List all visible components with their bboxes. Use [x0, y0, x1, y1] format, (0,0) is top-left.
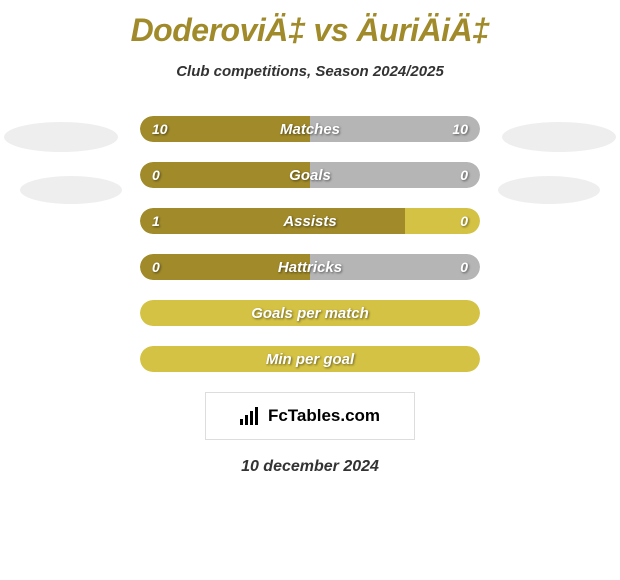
stat-row: Min per goal: [140, 346, 480, 372]
stat-value-right: 10: [452, 121, 468, 137]
stat-row: Goals0 0: [140, 162, 480, 188]
stat-value-right: 0: [460, 259, 468, 275]
page-subtitle: Club competitions, Season 2024/2025: [0, 63, 620, 80]
stat-row: Assists1 0: [140, 208, 480, 234]
stat-label: Hattricks: [140, 259, 480, 276]
page-title: DoderoviÄ‡ vs ÄuriÄiÄ‡: [0, 0, 620, 49]
stat-label: Assists: [140, 213, 480, 230]
stat-value-left: 0: [152, 167, 160, 183]
stat-label: Goals per match: [140, 305, 480, 322]
stat-value-right: 0: [460, 167, 468, 183]
stat-value-left: 10: [152, 121, 168, 137]
stat-value-right: 0: [460, 213, 468, 229]
stat-value-left: 0: [152, 259, 160, 275]
stat-row: Goals per match: [140, 300, 480, 326]
stat-label: Goals: [140, 167, 480, 184]
chart-icon: [240, 407, 262, 425]
date-text: 10 december 2024: [0, 458, 620, 476]
stat-label: Min per goal: [140, 351, 480, 368]
stat-row: Hattricks0 0: [140, 254, 480, 280]
stat-row: Matches10 10: [140, 116, 480, 142]
stat-label: Matches: [140, 121, 480, 138]
logo-box: FcTables.com: [205, 392, 415, 440]
stat-value-left: 1: [152, 213, 160, 229]
stats-container: Matches1010Goals00Assists10Hattricks00Go…: [0, 116, 620, 372]
logo-text: FcTables.com: [268, 406, 380, 426]
